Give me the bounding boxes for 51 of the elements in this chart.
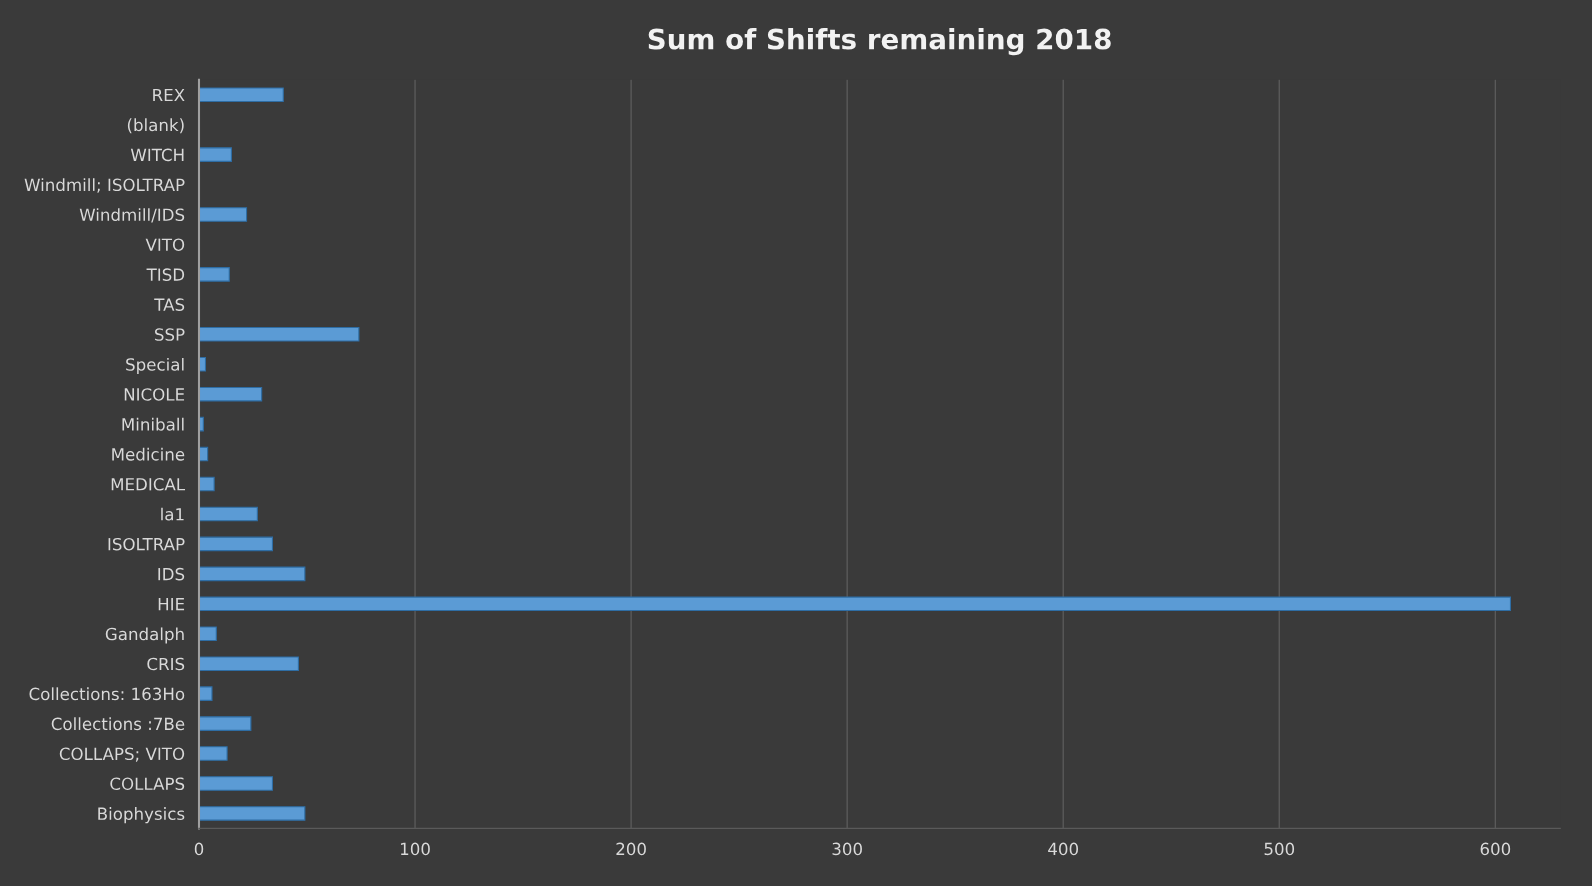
y-tick-label: Collections: 163Ho (29, 687, 185, 701)
x-tick-label: 400 (1048, 842, 1079, 856)
bar (199, 776, 274, 791)
bar (199, 716, 252, 731)
y-tick-label: COLLAPS (110, 777, 185, 791)
y-tick-label: HIE (158, 597, 185, 611)
bar (199, 147, 232, 162)
bar (199, 806, 306, 821)
x-tick-label: 0 (194, 842, 204, 856)
y-tick-label: ISOLTRAP (108, 537, 185, 551)
bar (199, 746, 228, 761)
bar (199, 267, 230, 282)
x-tick-label: 200 (616, 842, 646, 856)
y-tick-label: Collections :7Be (51, 717, 185, 731)
y-tick-label: SSP (155, 328, 185, 341)
y-tick-label: CRIS (147, 657, 185, 671)
y-tick-label: (blank) (127, 118, 184, 134)
bar (199, 506, 258, 522)
y-tick-label: COLLAPS; VITO (59, 747, 185, 762)
chart-title: Sum of Shifts remaining 2018 (648, 28, 1111, 56)
y-tick-label: MEDICAL (111, 477, 186, 491)
bar (199, 207, 248, 222)
y-tick-label: REX (153, 88, 185, 102)
y-tick-label: Windmill/IDS (79, 208, 185, 223)
bar (199, 87, 284, 103)
y-tick-label: Medicine (112, 447, 185, 461)
y-tick-label: VITO (145, 238, 185, 252)
bar (199, 536, 274, 552)
y-tick-label: Miniball (122, 417, 184, 431)
y-tick-label: Windmill; ISOLTRAP (24, 178, 185, 193)
bar (199, 686, 213, 701)
y-tick-label: IDS (158, 567, 185, 581)
y-tick-label: WITCH (130, 148, 184, 162)
y-tick-label: Special (126, 357, 184, 375)
bar (199, 626, 217, 642)
x-tick-label: 100 (400, 842, 430, 856)
bar (199, 596, 1512, 612)
y-tick-label: Gandalph (105, 627, 184, 644)
bar (199, 656, 299, 671)
y-tick-label: NICOLE (124, 388, 185, 401)
bar (199, 476, 215, 492)
y-tick-label: TAS (154, 298, 185, 311)
y-tick-label: TISD (146, 268, 185, 281)
bar (199, 566, 306, 582)
x-tick-label: 500 (1264, 842, 1295, 856)
x-tick-label: 600 (1480, 842, 1511, 856)
y-tick-label: la1 (161, 507, 184, 521)
y-tick-label: Biophysics (98, 807, 185, 824)
bar (199, 326, 360, 342)
bar (199, 386, 263, 402)
x-tick-label: 300 (832, 842, 862, 856)
